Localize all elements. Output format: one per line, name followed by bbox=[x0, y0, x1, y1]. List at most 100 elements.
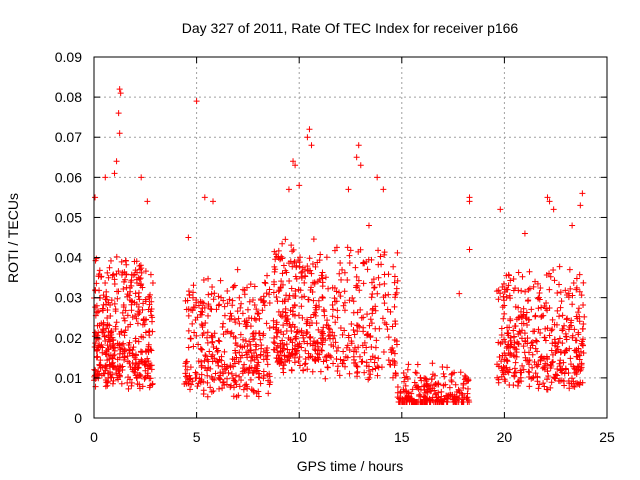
data-point bbox=[148, 312, 155, 319]
data-point bbox=[562, 287, 569, 294]
data-point bbox=[345, 186, 352, 193]
data-point bbox=[334, 363, 341, 370]
y-tick-label: 0 bbox=[74, 410, 82, 426]
data-point bbox=[554, 290, 561, 297]
data-point bbox=[360, 259, 367, 266]
data-point bbox=[193, 370, 200, 377]
data-point bbox=[308, 284, 315, 291]
data-point bbox=[223, 381, 230, 388]
data-point bbox=[292, 162, 299, 169]
data-point bbox=[380, 186, 387, 193]
data-point bbox=[279, 270, 286, 277]
data-point bbox=[392, 318, 399, 325]
data-point bbox=[289, 311, 296, 318]
data-point bbox=[133, 361, 140, 368]
data-point bbox=[528, 339, 535, 346]
data-point bbox=[146, 384, 153, 391]
data-point bbox=[107, 257, 114, 264]
data-point bbox=[548, 327, 555, 334]
data-point bbox=[137, 358, 144, 365]
data-point bbox=[577, 202, 584, 209]
data-point bbox=[124, 312, 131, 319]
data-point bbox=[501, 310, 508, 317]
data-point bbox=[134, 280, 141, 287]
data-point bbox=[495, 296, 502, 303]
data-point bbox=[350, 298, 357, 305]
data-point bbox=[525, 317, 532, 324]
data-point bbox=[236, 383, 243, 390]
data-point bbox=[527, 344, 534, 351]
data-point bbox=[300, 334, 307, 341]
data-point bbox=[500, 369, 507, 376]
data-point bbox=[262, 280, 269, 287]
data-point bbox=[524, 340, 531, 347]
data-point bbox=[344, 276, 351, 283]
data-point bbox=[397, 390, 404, 397]
y-tick-label: 0.09 bbox=[55, 49, 82, 65]
data-point bbox=[544, 367, 551, 374]
data-point bbox=[287, 307, 294, 314]
data-point bbox=[554, 372, 561, 379]
data-point bbox=[341, 307, 348, 314]
data-point bbox=[567, 361, 574, 368]
data-point bbox=[125, 385, 132, 392]
data-point bbox=[307, 267, 314, 274]
data-point bbox=[116, 362, 123, 369]
data-point bbox=[341, 269, 348, 276]
data-point bbox=[128, 307, 135, 314]
data-point bbox=[102, 296, 109, 303]
data-point bbox=[232, 372, 239, 379]
data-point bbox=[126, 360, 133, 367]
data-point bbox=[549, 326, 556, 333]
data-point bbox=[199, 299, 206, 306]
data-point bbox=[201, 304, 208, 311]
data-point bbox=[531, 359, 538, 366]
data-point bbox=[251, 335, 258, 342]
data-point bbox=[559, 326, 566, 333]
data-point bbox=[526, 369, 533, 376]
data-point bbox=[385, 291, 392, 298]
data-point bbox=[246, 298, 253, 305]
data-point bbox=[103, 301, 110, 308]
data-point bbox=[185, 327, 192, 334]
data-point bbox=[417, 374, 424, 381]
data-point bbox=[457, 369, 464, 376]
data-point bbox=[124, 293, 131, 300]
data-point bbox=[199, 346, 206, 353]
data-point bbox=[532, 345, 539, 352]
data-point bbox=[146, 301, 153, 308]
data-point bbox=[279, 308, 286, 315]
data-point bbox=[579, 336, 586, 343]
data-point bbox=[305, 354, 312, 361]
data-point bbox=[312, 347, 319, 354]
data-point bbox=[274, 342, 281, 349]
data-point bbox=[121, 268, 128, 275]
data-point bbox=[221, 303, 228, 310]
data-point bbox=[208, 353, 215, 360]
data-point bbox=[513, 353, 520, 360]
data-point bbox=[501, 376, 508, 383]
data-point bbox=[459, 398, 466, 405]
data-point bbox=[241, 382, 248, 389]
data-point bbox=[323, 254, 330, 261]
data-point bbox=[270, 339, 277, 346]
data-point bbox=[204, 393, 211, 400]
data-point bbox=[232, 340, 239, 347]
data-point bbox=[240, 386, 247, 393]
data-point bbox=[204, 372, 211, 379]
data-point bbox=[183, 358, 190, 365]
data-point bbox=[432, 380, 439, 387]
data-point bbox=[344, 342, 351, 349]
data-point bbox=[411, 379, 418, 386]
data-point bbox=[515, 269, 522, 276]
x-tick-labels: 0 5 10 15 20 25 bbox=[90, 429, 615, 445]
data-point bbox=[325, 333, 332, 340]
data-point bbox=[239, 310, 246, 317]
data-point bbox=[358, 314, 365, 321]
data-point bbox=[273, 319, 280, 326]
data-point bbox=[136, 266, 143, 273]
data-point bbox=[515, 304, 522, 311]
data-point bbox=[187, 386, 194, 393]
data-point bbox=[537, 329, 544, 336]
data-point bbox=[248, 315, 255, 322]
